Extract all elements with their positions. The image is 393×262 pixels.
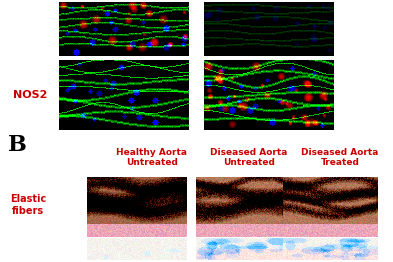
Text: Elastic
fibers: Elastic fibers xyxy=(10,194,46,216)
Text: B: B xyxy=(8,134,27,156)
Text: Healthy Aorta
Untreated: Healthy Aorta Untreated xyxy=(116,148,187,167)
Text: NOS2: NOS2 xyxy=(13,90,47,100)
Text: Diseased Aorta
Untreated: Diseased Aorta Untreated xyxy=(210,148,288,167)
Text: Diseased Aorta
Treated: Diseased Aorta Treated xyxy=(301,148,379,167)
